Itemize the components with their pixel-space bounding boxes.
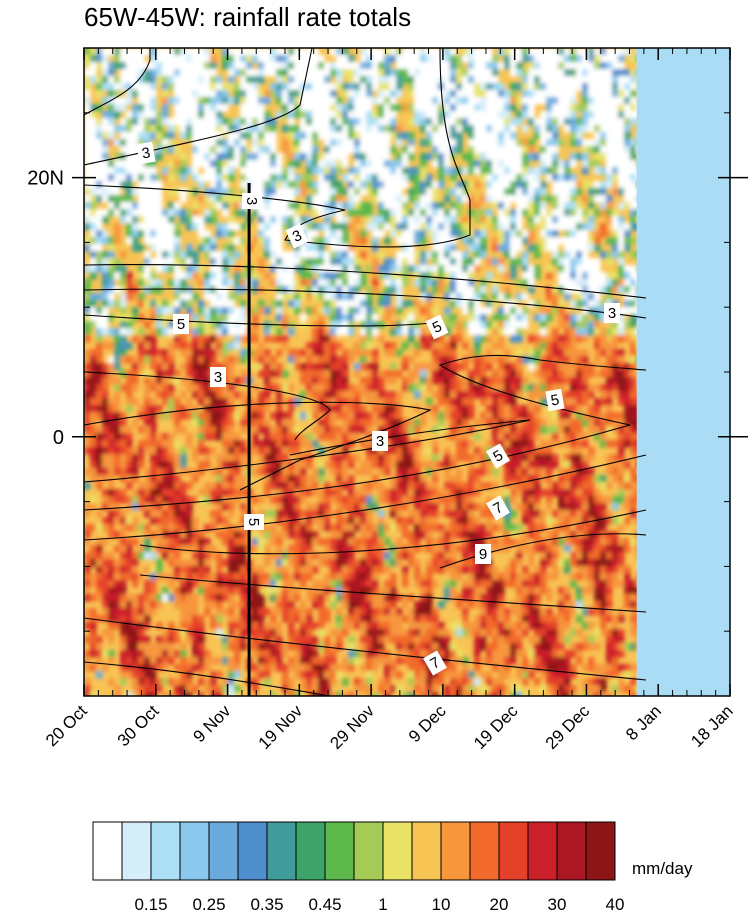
colorbar-level-label: 0.35 [250, 895, 283, 914]
colorbar-level-label: 0.15 [134, 895, 167, 914]
colorbar-swatch [382, 821, 413, 881]
contour-labels: 3 3 3 3 3 3 5 5 5 5 5 7 7 9 [136, 141, 620, 676]
contour-label: 3 [210, 367, 226, 387]
missing-data-region [636, 48, 730, 696]
x-tick-label: 20 Oct [42, 701, 91, 750]
y-tick-label: 20N [27, 168, 64, 190]
contour-label: 7 [423, 650, 447, 676]
plot-area [84, 48, 730, 696]
colorbar-level-label: 10 [432, 895, 451, 914]
contour-label: 5 [486, 443, 510, 469]
colorbar-level-label: 1 [378, 895, 387, 914]
x-tick-label: 30 Oct [114, 701, 163, 750]
colorbar-swatch [295, 821, 326, 881]
contour-label: 3 [136, 141, 156, 165]
colorbar-level-label: 40 [606, 895, 625, 914]
colorbar-level-label: 20 [490, 895, 509, 914]
colorbar-swatch [92, 821, 123, 881]
x-tick-label: 18 Jan [687, 701, 737, 751]
contour-label: 3 [604, 303, 620, 323]
colorbar-level-label: 30 [548, 895, 567, 914]
colorbar-swatch [498, 821, 529, 881]
contour-label: 7 [486, 495, 510, 521]
chart-title: 65W-45W: rainfall rate totals [84, 2, 411, 32]
colorbar-swatch [469, 821, 500, 881]
colorbar-swatch [324, 821, 355, 881]
colorbar-level-label: 0.45 [308, 895, 341, 914]
colorbar-level-label: 0.25 [192, 895, 225, 914]
y-axis: 20N 0 [27, 47, 748, 697]
x-tick-label: 9 Dec [405, 701, 450, 746]
colorbar-swatch [353, 821, 384, 881]
contour-label: 3 [242, 193, 262, 209]
contour-label: 9 [475, 544, 491, 564]
colorbar-swatch [208, 821, 239, 881]
colorbar-swatch [440, 821, 471, 881]
contour-label: 5 [244, 514, 264, 530]
colorbar: 0.15 0.25 0.35 0.45 1 10 20 30 40 [92, 821, 625, 914]
colorbar-swatch [411, 821, 442, 881]
contour-label: 3 [372, 431, 388, 451]
x-tick-label: 8 Jan [622, 701, 665, 744]
x-tick-label: 29 Dec [542, 701, 594, 753]
contour-label: 5 [425, 314, 449, 340]
colorbar-swatch [179, 821, 210, 881]
colorbar-swatch [121, 821, 152, 881]
colorbar-swatch [237, 821, 268, 881]
x-tick-label: 9 Nov [190, 701, 235, 746]
colorbar-swatch [150, 821, 181, 881]
contour-label: 5 [173, 314, 189, 334]
colorbar-swatch [266, 821, 297, 881]
x-tick-label: 19 Dec [470, 701, 522, 753]
colorbar-swatch [556, 821, 587, 881]
y-tick-label: 0 [53, 427, 64, 449]
colorbar-swatch [527, 821, 558, 881]
contour-label: 5 [545, 388, 565, 412]
x-tick-label: 29 Nov [326, 701, 378, 753]
colorbar-swatch [585, 821, 616, 881]
x-tick-label: 19 Nov [255, 701, 307, 753]
contour-lines [84, 48, 647, 696]
contour-label: 3 [285, 223, 309, 249]
colorbar-units-label: mm/day [632, 859, 693, 878]
